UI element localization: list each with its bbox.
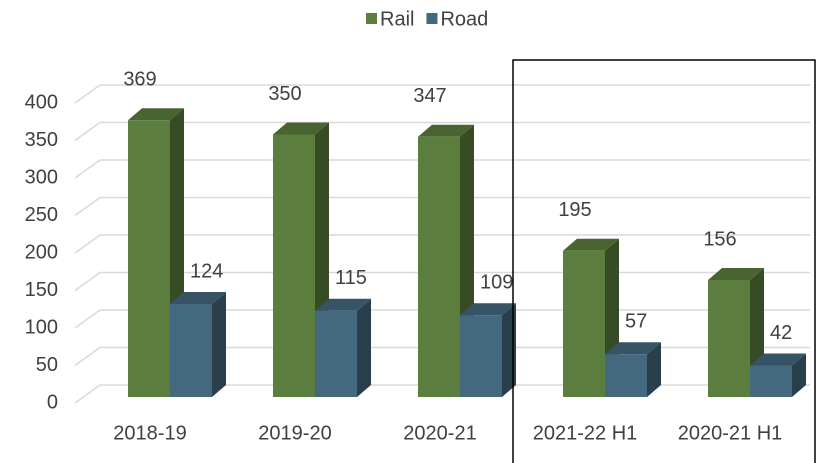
bar	[170, 292, 226, 397]
x-tick-label: 2019-20	[258, 422, 331, 444]
grid-line	[74, 121, 810, 142]
y-tick-label: 50	[36, 354, 58, 376]
bar-side	[212, 292, 226, 397]
value-label: 195	[558, 199, 591, 221]
bar	[563, 238, 619, 397]
bar	[460, 303, 516, 397]
bar-side	[647, 342, 661, 397]
value-label: 109	[480, 272, 513, 294]
y-tick-label: 150	[25, 279, 58, 301]
x-tick-label: 2020-21	[403, 422, 476, 444]
bar-top	[605, 342, 661, 355]
x-tick-label: 2021-22 H1	[533, 422, 638, 444]
y-tick-label: 200	[25, 241, 58, 263]
bar-top	[128, 108, 184, 121]
value-label: 156	[703, 228, 736, 250]
legend-label: Road	[440, 8, 488, 30]
bar-top	[418, 124, 474, 137]
grid-line	[74, 84, 810, 104]
bar-front	[605, 354, 647, 397]
bar-front	[750, 365, 792, 397]
bar-top	[315, 298, 371, 311]
y-tick-label: 400	[25, 91, 58, 113]
y-tick-label: 350	[25, 129, 58, 151]
y-tick-label: 250	[25, 204, 58, 226]
bar-top	[460, 303, 516, 316]
value-label: 350	[268, 83, 301, 105]
value-label: 369	[123, 69, 156, 91]
value-label: 115	[335, 267, 367, 289]
bar-front	[563, 250, 605, 397]
bar-side	[502, 303, 516, 397]
value-label: 347	[413, 85, 446, 107]
grid-line	[74, 234, 810, 254]
grid-line	[74, 159, 810, 179]
value-label: 57	[625, 311, 647, 333]
bar	[605, 342, 661, 397]
grid-line	[74, 196, 810, 217]
bar	[315, 298, 371, 397]
legend-label: Rail	[380, 8, 414, 30]
bar-top	[563, 238, 619, 251]
bar-side	[357, 298, 371, 397]
bar-front	[708, 280, 750, 397]
bar-top	[170, 292, 226, 304]
value-label: 124	[190, 260, 223, 282]
bar-front	[460, 315, 502, 397]
x-tick-label: 2020-21 H1	[678, 422, 783, 444]
bar-side	[792, 353, 806, 397]
bar	[750, 353, 806, 397]
bar	[708, 268, 764, 397]
highlight-box	[512, 59, 816, 463]
value-label: 42	[770, 322, 792, 344]
legend-swatch	[426, 13, 438, 24]
legend-swatch	[366, 13, 377, 24]
bar-front	[170, 304, 212, 397]
bar-front	[273, 134, 315, 397]
y-tick-label: 300	[25, 166, 58, 188]
bar-front	[315, 310, 357, 397]
x-tick-label: 2018-19	[113, 422, 186, 444]
bar-front	[418, 136, 460, 397]
bar-top	[750, 353, 806, 366]
bar-top	[273, 122, 329, 135]
y-tick-label: 100	[25, 316, 58, 338]
bar-front	[128, 120, 170, 397]
y-tick-label: 0	[47, 391, 58, 413]
bar-top	[708, 268, 764, 280]
